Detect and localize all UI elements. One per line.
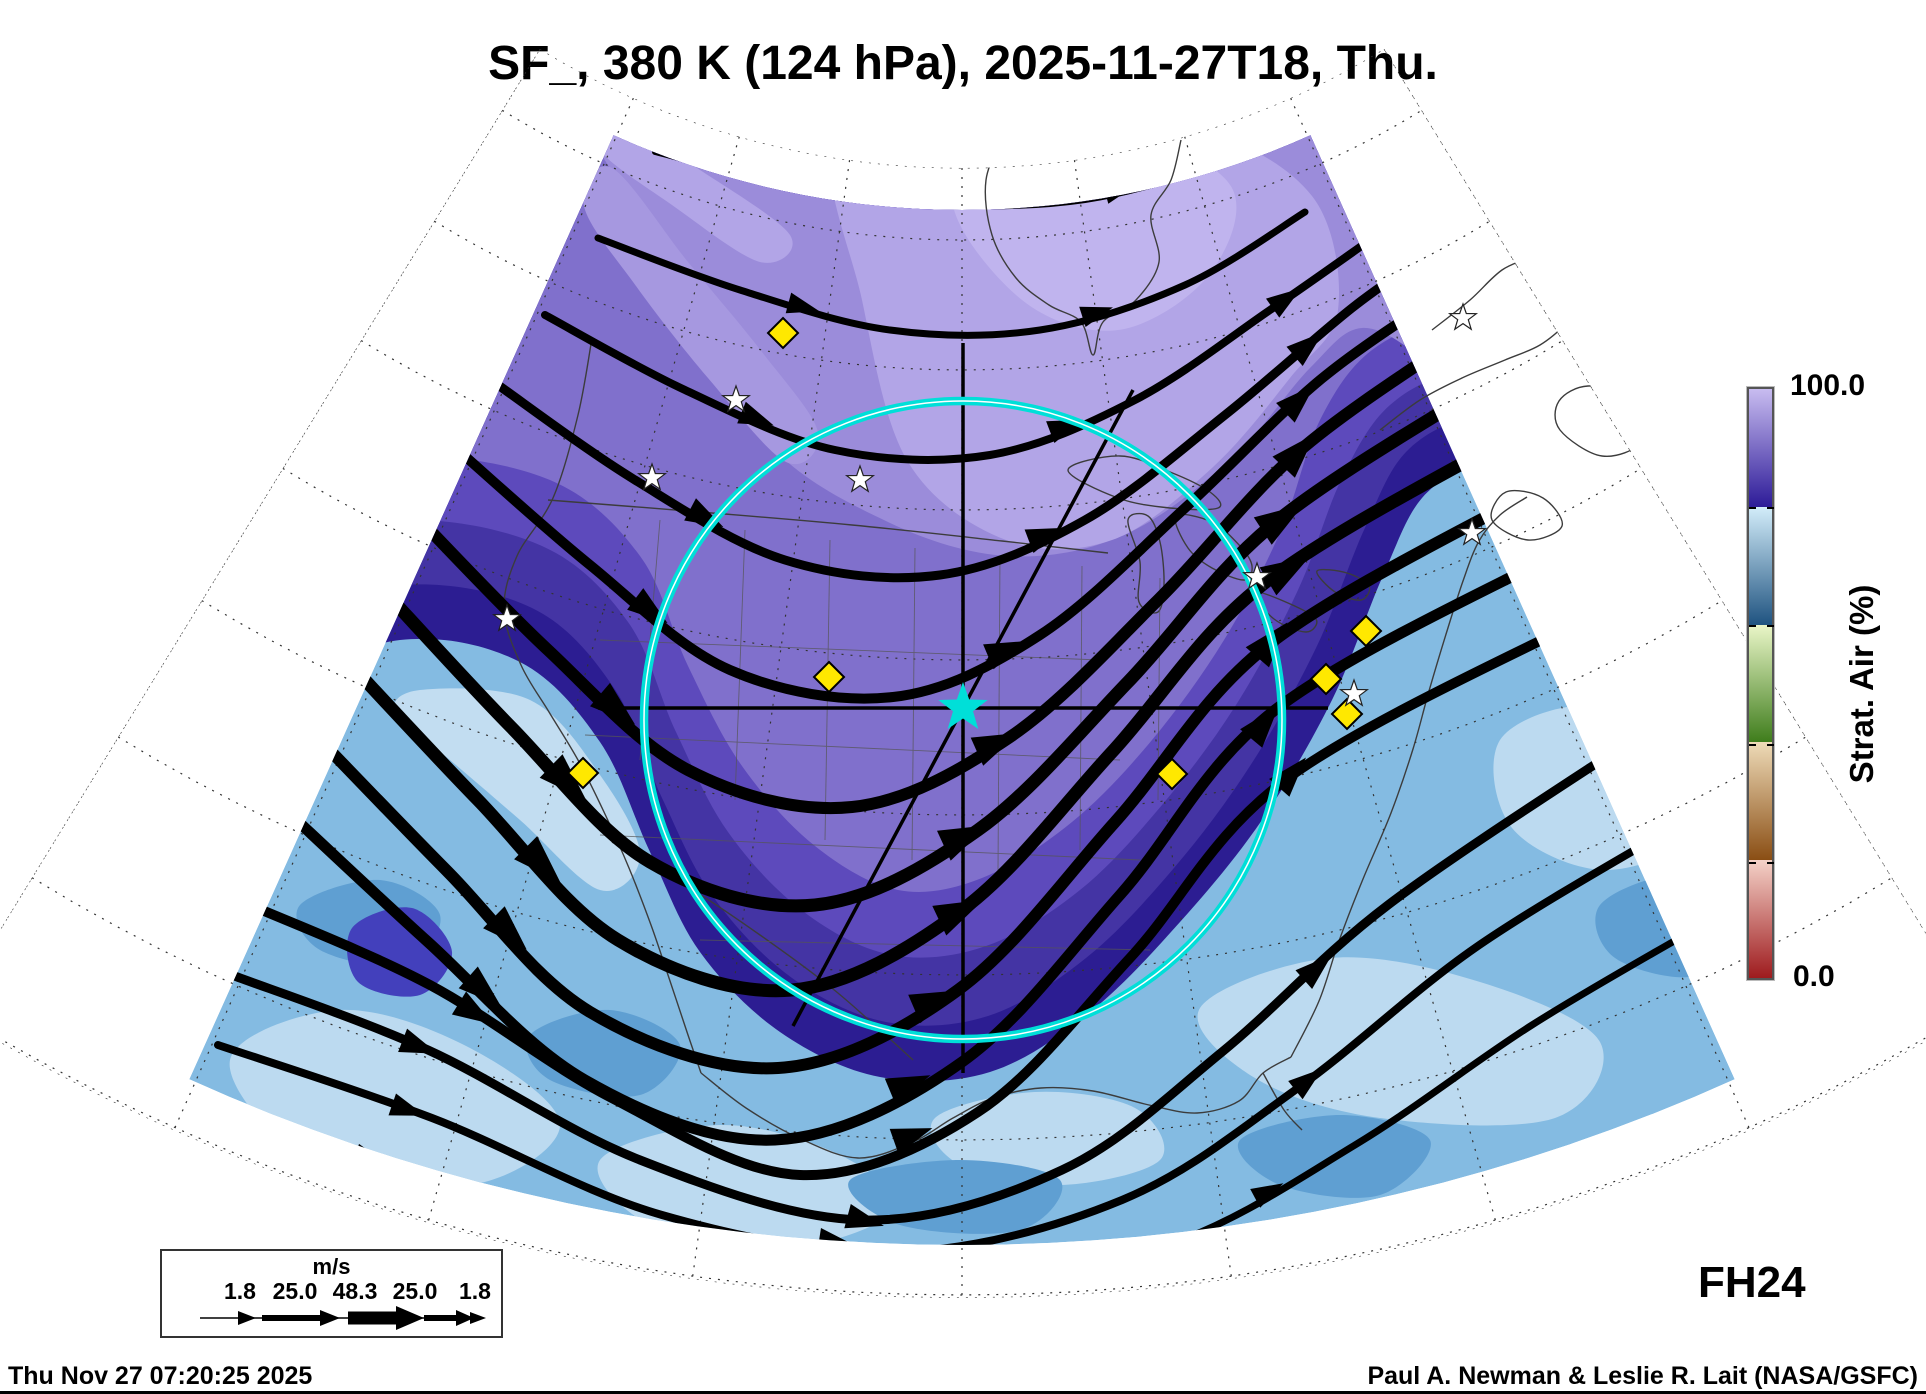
- streamline-arrowhead: [1046, 419, 1083, 443]
- colorbar-tick: [1767, 625, 1774, 628]
- streamline-arrowhead: [970, 732, 1020, 766]
- streamline-arrowhead: [817, 1228, 854, 1245]
- diamond-marker: [566, 756, 600, 790]
- colorbar-min-label: 0.0: [1793, 960, 1835, 993]
- graticule: [0, 48, 1926, 1298]
- diamond-marker: [1155, 757, 1189, 791]
- wind-legend-value: 25.0: [392, 1278, 438, 1304]
- creation-timestamp: Thu Nov 27 07:20:25 2025: [8, 1362, 313, 1390]
- streamline-arrowhead: [1295, 954, 1332, 989]
- streamline-arrowhead: [844, 1204, 884, 1229]
- wind-scale-arrow: [200, 1306, 486, 1330]
- colorbar-segment-green: [1749, 624, 1772, 743]
- star-marker: [636, 462, 668, 491]
- streamline-arrowhead: [1272, 433, 1316, 478]
- streamline-arrowhead: [1240, 705, 1279, 748]
- wind-speed-legend: m/s 1.8 25.0 48.3 25.0 1.8: [160, 1249, 503, 1338]
- colorbar-segment-purple: [1749, 389, 1772, 507]
- streamline-arrowhead: [785, 292, 820, 314]
- streamline-arrowhead: [388, 1093, 426, 1116]
- diamond-marker: [812, 660, 846, 694]
- star-marker: [1241, 561, 1273, 590]
- diamond-marker: [1349, 614, 1383, 648]
- diamond-marker: [1330, 697, 1364, 731]
- colorbar-segment-red: [1749, 860, 1772, 978]
- streamline-arrowhead: [458, 966, 501, 1006]
- markers: [491, 302, 1488, 791]
- diamond-marker: [1309, 662, 1343, 696]
- colorbar-tick: [1749, 506, 1756, 509]
- range-circle: [639, 396, 1287, 1044]
- streamline-arrowhead: [889, 1128, 933, 1155]
- star-marker: [1456, 517, 1488, 546]
- colorbar-tick: [1767, 862, 1774, 865]
- streamline-arrowhead: [398, 1028, 438, 1054]
- streamline-arrowhead: [514, 836, 561, 883]
- streamline: [214, 824, 1676, 1245]
- streamline-arrowhead: [1245, 622, 1288, 668]
- colorbar-tick: [1749, 862, 1756, 865]
- streamline-arrowhead: [451, 991, 494, 1025]
- star-marker: [844, 464, 876, 493]
- colorbar: [1746, 386, 1775, 981]
- colorbar-max-label: 100.0: [1790, 369, 1866, 402]
- streamline-arrowhead: [1250, 1183, 1284, 1208]
- streamline: [227, 733, 1640, 1225]
- streamline-arrowhead: [590, 682, 636, 725]
- streamline-arrowhead: [932, 899, 984, 936]
- star-marker: [491, 603, 523, 632]
- wind-legend-value: 1.8: [459, 1278, 491, 1304]
- forecast-hour-label: FH24: [1698, 1258, 1806, 1307]
- star-marker: [1338, 678, 1370, 707]
- colorbar-segment-tan: [1749, 742, 1772, 861]
- wind-legend-value: 1.8: [224, 1278, 256, 1304]
- streamline-arrowhead: [627, 588, 668, 624]
- streamline-arrowhead: [483, 906, 527, 950]
- streamline-arrowhead: [539, 754, 587, 801]
- streamline-arrowhead: [840, 182, 871, 202]
- streamline-arrowhead: [1259, 556, 1311, 596]
- wind-legend-value: 25.0: [272, 1278, 318, 1304]
- streamline: [541, 236, 1374, 464]
- streamline-arrowhead: [1286, 332, 1324, 366]
- star-marker: [720, 384, 752, 413]
- colorbar-tick: [1767, 743, 1774, 746]
- streamline-arrowhead: [1276, 384, 1315, 423]
- page-title: SF_, 380 K (124 hPa), 2025-11-27T18, Thu…: [488, 37, 1438, 90]
- wind-legend-unit: m/s: [312, 1254, 351, 1279]
- streamline-arrowhead: [884, 1075, 931, 1106]
- star-marker: [1447, 302, 1479, 331]
- colorbar-tick: [1767, 506, 1774, 509]
- colorbar-tick: [1749, 743, 1756, 746]
- wind-legend-value: 48.3: [332, 1278, 378, 1304]
- center-star-marker: [938, 682, 988, 729]
- streamline-arrowhead: [908, 990, 957, 1024]
- streamline-arrowhead: [788, 1264, 821, 1285]
- colorbar-tick: [1749, 625, 1756, 628]
- streamline-arrowhead: [1079, 306, 1113, 327]
- streamline-arrowhead: [1288, 1068, 1323, 1100]
- bottom-divider: [0, 1391, 1926, 1394]
- diamond-marker: [766, 316, 800, 350]
- streamline: [594, 208, 1309, 339]
- streamline-arrowhead: [1266, 288, 1302, 318]
- colorbar-segment-blue: [1749, 506, 1772, 625]
- credit-text: Paul A. Newman & Leslie R. Lait (NASA/GS…: [1367, 1362, 1918, 1390]
- streamline-arrowhead: [1253, 504, 1304, 545]
- streamline-arrowhead: [737, 401, 774, 426]
